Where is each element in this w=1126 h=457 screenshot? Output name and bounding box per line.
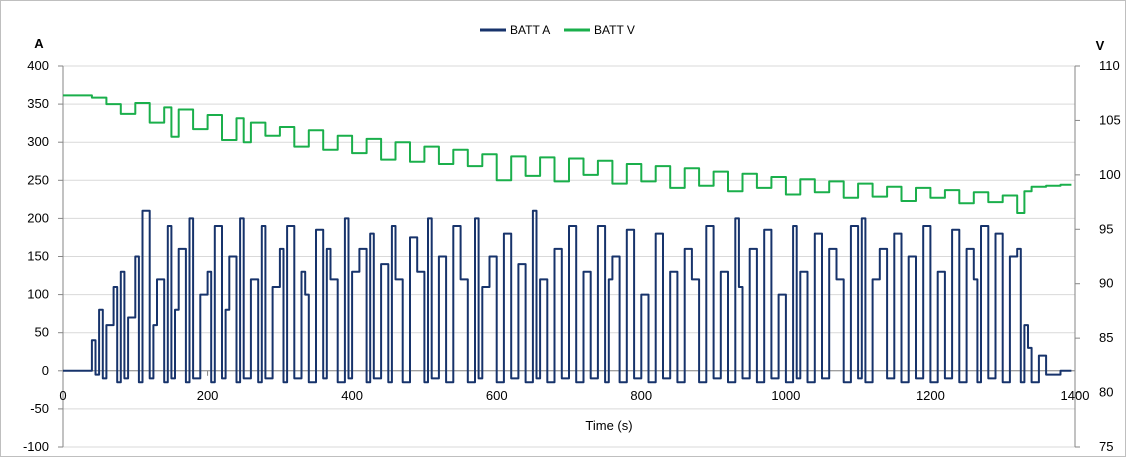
y-left-tick-label: 150 — [27, 249, 49, 264]
y-left-tick-label: 50 — [35, 325, 49, 340]
x-tick-label: 1200 — [916, 388, 945, 403]
y-right-tick-label: 75 — [1099, 439, 1113, 454]
x-tick-label: 800 — [630, 388, 652, 403]
y-left-tick-label: 0 — [42, 363, 49, 378]
y-left-tick-label: 350 — [27, 96, 49, 111]
y-left-tick-label: 400 — [27, 58, 49, 73]
y-left-tick-label: 250 — [27, 172, 49, 187]
y-left-tick-label: -100 — [23, 439, 49, 454]
x-tick-label: 400 — [341, 388, 363, 403]
y-right-tick-label: 105 — [1099, 112, 1121, 127]
x-tick-label: 1000 — [771, 388, 800, 403]
legend-label-batt-a: BATT A — [510, 23, 550, 37]
y-axis-left-title: A — [34, 36, 44, 51]
y-right-tick-label: 95 — [1099, 221, 1113, 236]
y-right-tick-label: 90 — [1099, 276, 1113, 291]
x-axis-title: Time (s) — [585, 418, 632, 433]
y-right-tick-label: 100 — [1099, 167, 1121, 182]
x-tick-label: 1400 — [1061, 388, 1090, 403]
y-left-tick-label: 300 — [27, 134, 49, 149]
y-left-tick-label: 100 — [27, 287, 49, 302]
y-right-tick-label: 110 — [1099, 58, 1120, 73]
y-left-tick-label: -50 — [30, 401, 49, 416]
x-tick-label: 200 — [197, 388, 219, 403]
y-axis-right-title: V — [1096, 38, 1105, 53]
y-left-tick-label: 200 — [27, 210, 49, 225]
series-line-batt-a — [63, 209, 1072, 384]
legend-label-batt-v: BATT V — [594, 23, 635, 37]
series-line-batt-v — [63, 94, 1072, 214]
y-right-tick-label: 85 — [1099, 330, 1113, 345]
y-right-tick-label: 80 — [1099, 385, 1113, 400]
x-tick-label: 0 — [59, 388, 66, 403]
x-tick-label: 600 — [486, 388, 508, 403]
